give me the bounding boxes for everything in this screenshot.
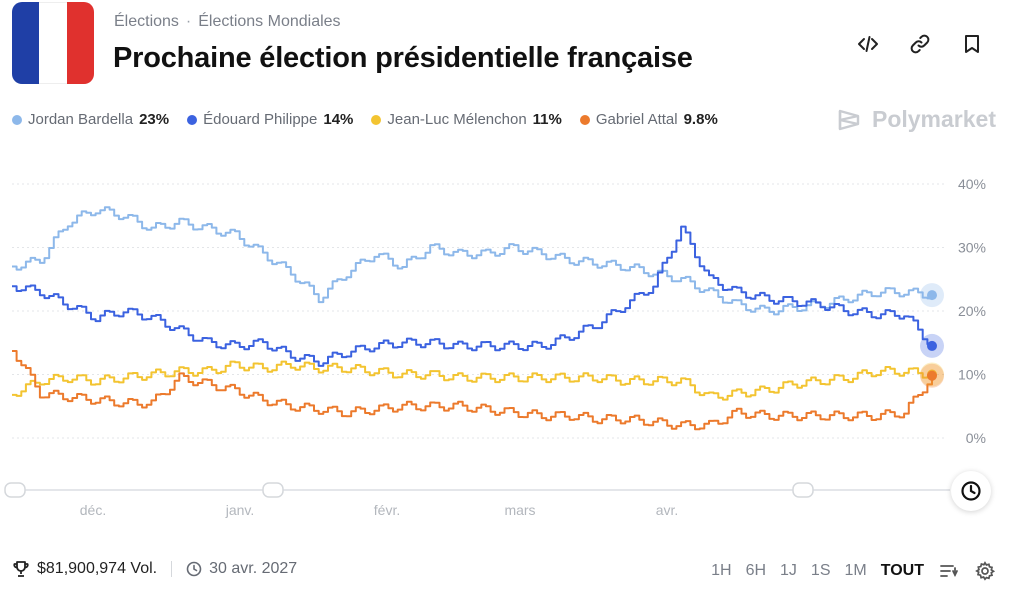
y-tick-label: 30% <box>958 240 986 256</box>
legend-dot <box>371 114 382 125</box>
legend-dot <box>12 114 22 125</box>
chart-lines <box>12 206 933 431</box>
endpoint-dot <box>927 370 937 381</box>
legend-item-bardella: Jordan Bardella 23% <box>12 111 169 128</box>
legend-dot <box>187 114 198 125</box>
breadcrumb-separator: · <box>185 13 192 30</box>
breadcrumb: Élections · Élections Mondiales <box>114 13 341 31</box>
link-icon <box>910 34 930 54</box>
volume-amount: $81,900,974 Vol. <box>37 560 158 577</box>
volume: $81,900,974 Vol. <box>12 560 157 578</box>
brand-name: Polymarket <box>871 106 996 132</box>
endpoint-dot <box>927 290 937 301</box>
legend-item-attal: Gabriel Attal 9.8% <box>579 111 718 128</box>
embed-icon <box>858 36 878 52</box>
time-range-button[interactable] <box>951 471 991 511</box>
clock-icon <box>186 561 202 577</box>
x-axis-labels: déc. janv. févr. mars avr. <box>80 502 679 518</box>
legend-label: Jordan Bardella <box>28 111 134 128</box>
series-line <box>12 206 933 316</box>
x-tick-label: mars <box>504 502 535 518</box>
scrubber-handle <box>262 482 284 498</box>
range-1j[interactable]: 1J <box>780 562 797 579</box>
legend-item-melenchon: Jean-Luc Mélenchon 11% <box>371 111 562 128</box>
footer-divider <box>171 561 173 577</box>
chart-legend: Jordan Bardella 23% Édouard Philippe 14%… <box>12 111 718 128</box>
y-axis-labels: 40% 30% 20% 10% 0% <box>958 176 986 446</box>
end-date: 30 avr. 2027 <box>186 560 297 578</box>
legend-item-philippe: Édouard Philippe 14% <box>187 111 353 128</box>
chart-grid <box>12 183 945 439</box>
range-1h[interactable]: 1H <box>711 562 732 579</box>
x-tick-label: déc. <box>80 502 106 518</box>
x-tick-label: févr. <box>374 502 400 518</box>
bookmark-button[interactable] <box>958 30 986 58</box>
y-tick-label: 40% <box>958 176 986 192</box>
breadcrumb-item-world-elections[interactable]: Élections Mondiales <box>198 13 341 30</box>
legend-label: Jean-Luc Mélenchon <box>387 111 527 128</box>
legend-label: Édouard Philippe <box>203 111 318 128</box>
clock-icon <box>961 481 981 501</box>
legend-label: Gabriel Attal <box>595 111 678 128</box>
copy-link-button[interactable] <box>906 30 934 58</box>
market-footer: $81,900,974 Vol. 30 avr. 2027 <box>12 560 297 578</box>
breadcrumb-item-elections[interactable]: Élections <box>114 13 179 30</box>
time-scrubber <box>4 482 950 498</box>
scrubber-handle <box>792 482 814 498</box>
x-tick-label: avr. <box>656 502 679 518</box>
page-title: Prochaine élection présidentielle frança… <box>113 42 693 74</box>
range-tout[interactable]: TOUT <box>880 562 924 579</box>
series-line <box>12 350 933 431</box>
series-line <box>12 225 933 367</box>
x-tick-label: janv. <box>225 502 255 518</box>
chart-filter-button[interactable] <box>938 560 960 582</box>
polymarket-logo-icon <box>838 109 860 130</box>
y-tick-label: 0% <box>966 430 986 446</box>
scrubber-handle <box>4 482 26 498</box>
endpoint-dot <box>927 340 937 351</box>
end-date-text: 30 avr. 2027 <box>209 560 298 577</box>
range-6h[interactable]: 6H <box>745 562 767 579</box>
embed-button[interactable] <box>854 30 882 58</box>
y-tick-label: 10% <box>958 367 986 383</box>
top-actions <box>854 30 986 58</box>
time-range-selector: 1H 6H 1J 1S 1M TOUT <box>711 560 996 582</box>
chart-settings-button[interactable] <box>974 560 996 582</box>
legend-value: 14% <box>323 111 354 128</box>
france-flag <box>12 2 94 84</box>
bookmark-icon <box>965 35 979 53</box>
y-tick-label: 20% <box>958 303 986 319</box>
trophy-icon <box>13 561 29 577</box>
legend-value: 9.8% <box>683 111 718 128</box>
range-1s[interactable]: 1S <box>810 562 831 579</box>
list-filter-icon <box>940 565 958 578</box>
series-line <box>12 360 933 401</box>
legend-value: 23% <box>139 111 170 128</box>
polymarket-watermark: Polymarket <box>836 106 996 133</box>
price-history-chart[interactable]: 40% 30% 20% 10% 0% déc. janv. févr. mars avr. <box>0 160 1024 530</box>
legend-dot <box>579 114 590 125</box>
range-1m[interactable]: 1M <box>844 562 867 579</box>
legend-value: 11% <box>532 111 562 128</box>
gear-icon <box>975 561 995 581</box>
chart-endpoints <box>920 283 944 388</box>
